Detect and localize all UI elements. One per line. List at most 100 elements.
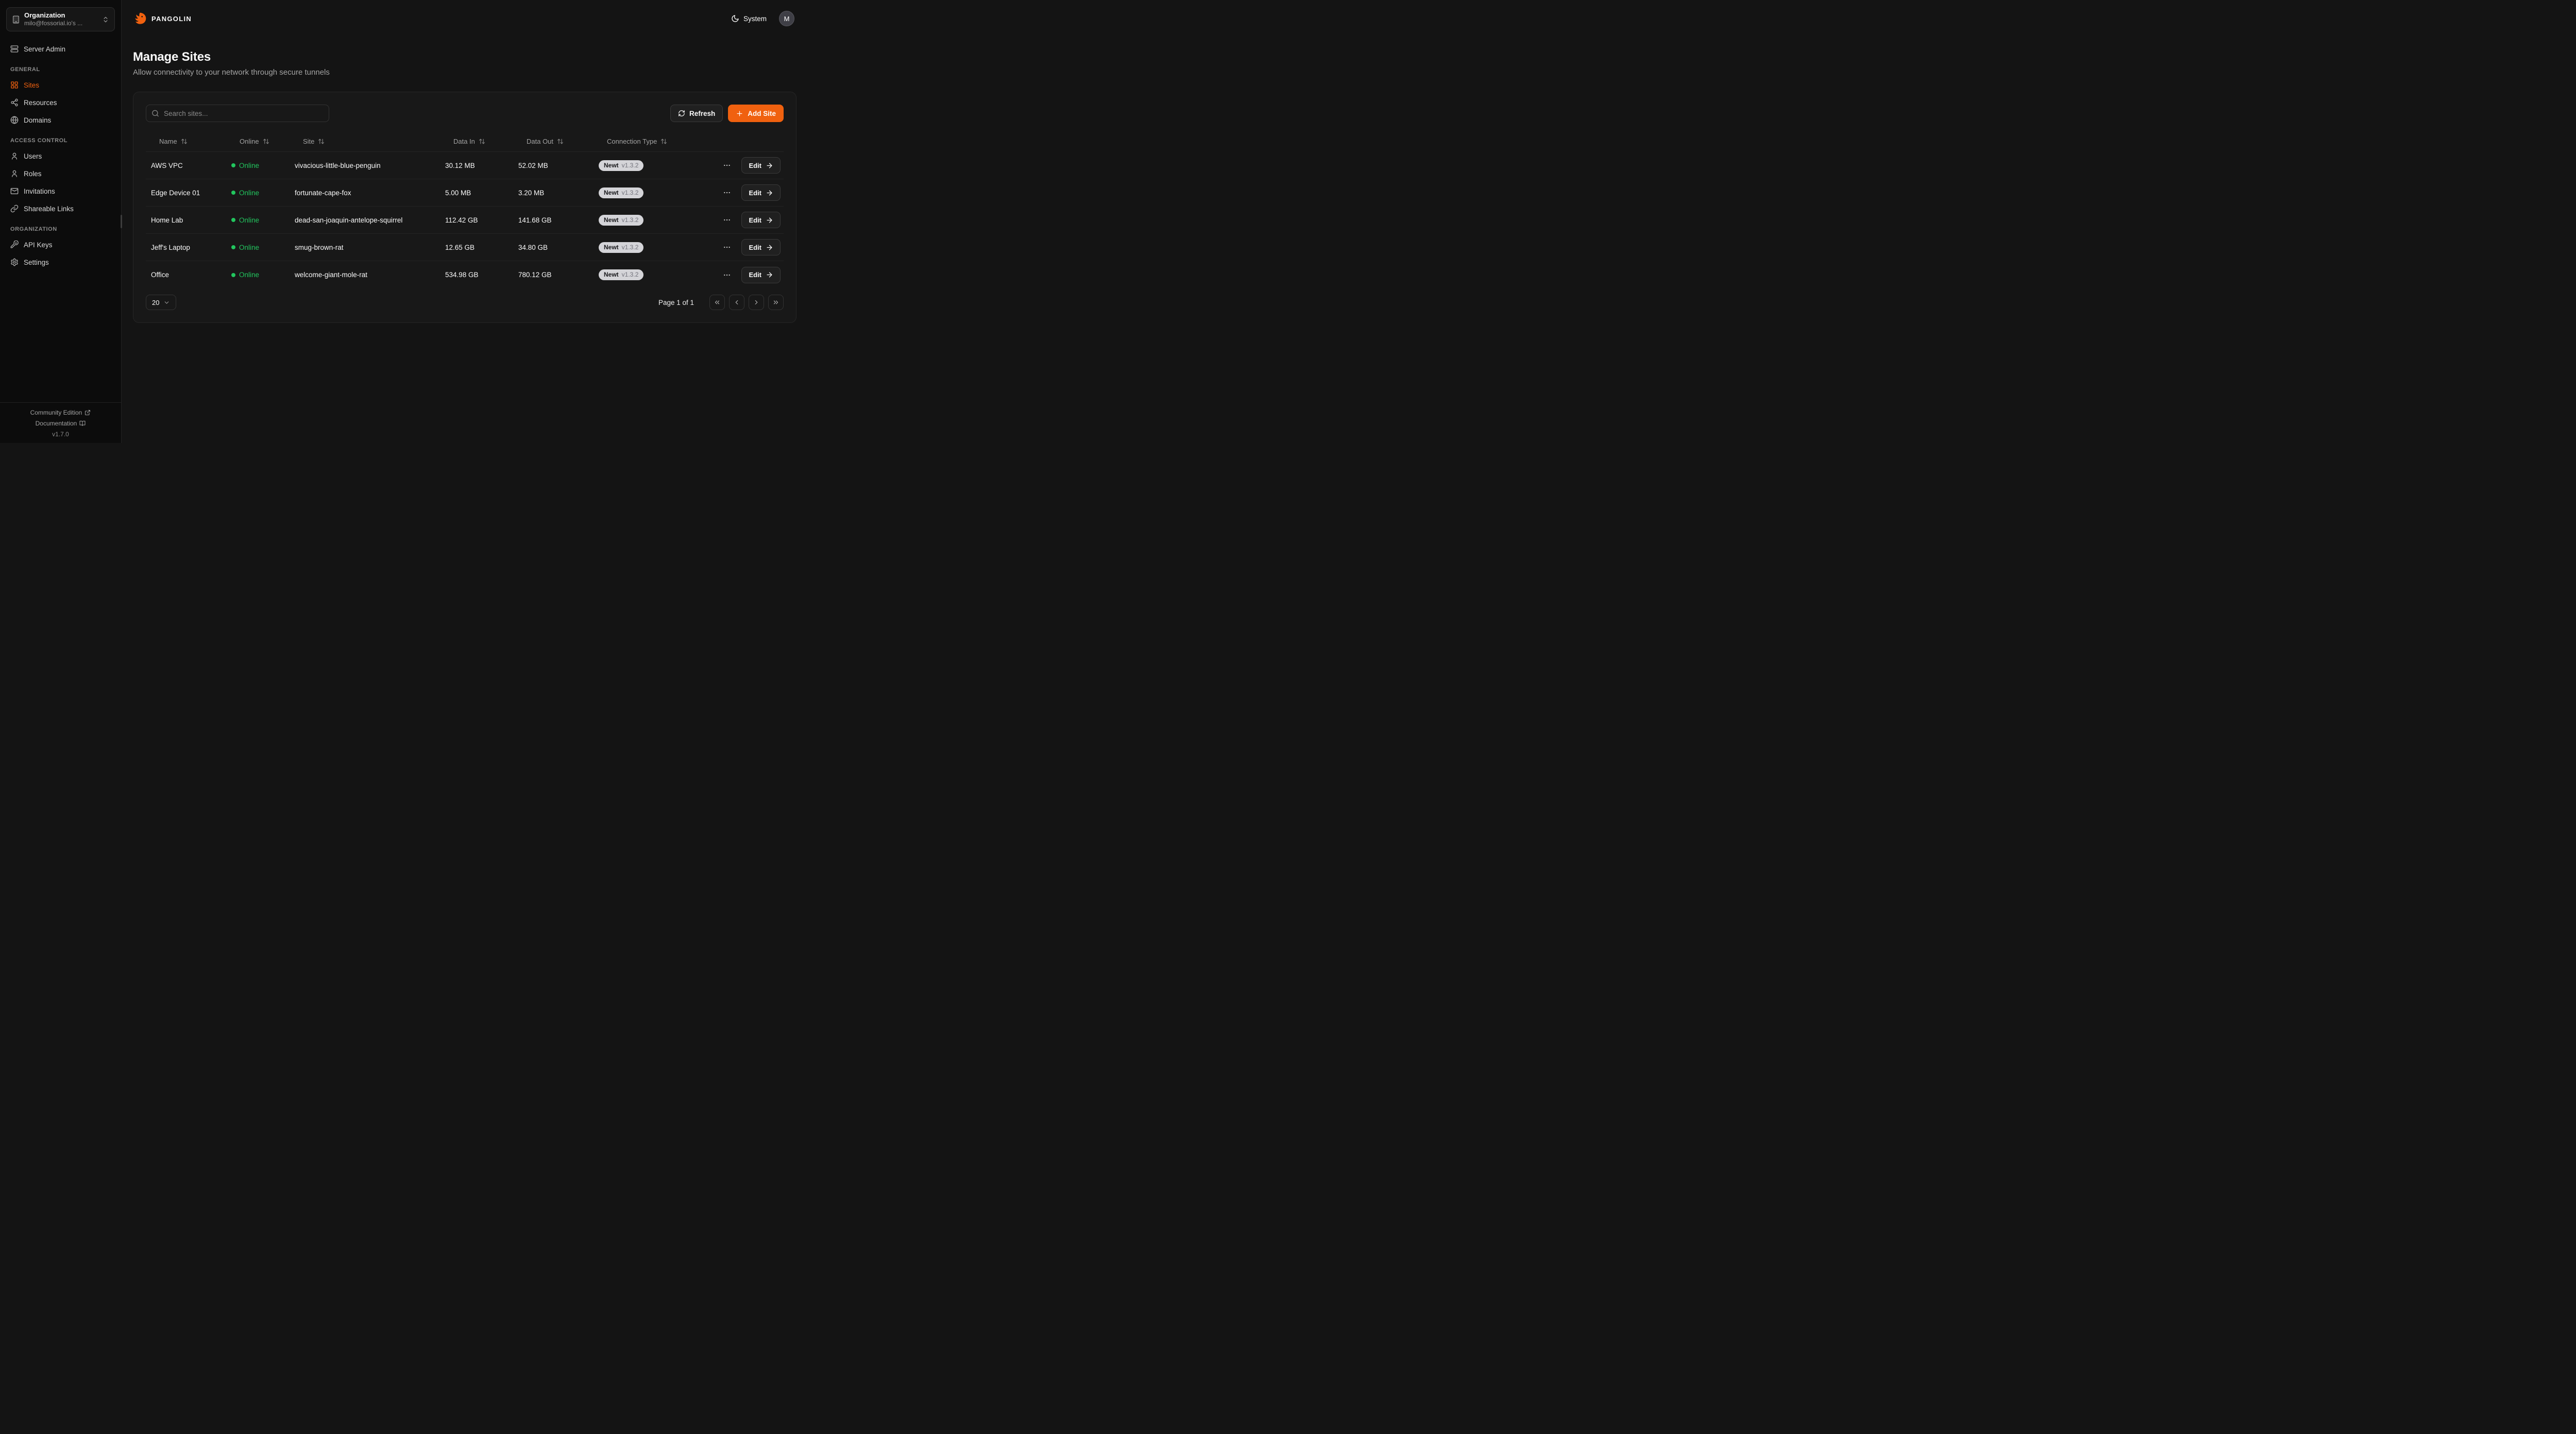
sidebar-item-label: API Keys: [24, 241, 53, 249]
connection-name: Newt: [604, 216, 619, 224]
column-header-online[interactable]: Online: [231, 138, 295, 145]
page-subtitle: Allow connectivity to your network throu…: [133, 68, 330, 77]
chevrons-left-icon: [714, 299, 721, 306]
cell-actions: Edit: [707, 266, 784, 283]
user-avatar[interactable]: M: [779, 11, 794, 26]
column-header-site[interactable]: Site: [295, 138, 445, 145]
online-status-label: Online: [239, 243, 260, 251]
edit-button[interactable]: Edit: [741, 157, 781, 174]
page-size-value: 20: [152, 298, 160, 306]
globe-icon: [10, 116, 19, 124]
connection-version: v1.3.2: [621, 216, 639, 224]
sidebar-section-organization: ORGANIZATION: [10, 226, 57, 232]
cell-data-in: 534.98 GB: [445, 271, 479, 279]
edit-button[interactable]: Edit: [741, 184, 781, 201]
sidebar-item-resources[interactable]: Resources: [6, 94, 115, 111]
pagination-first-button[interactable]: [709, 295, 725, 310]
row-menu-button[interactable]: [721, 214, 733, 226]
column-label: Site: [303, 138, 315, 145]
table-body: AWS VPC Online vivacious-little-blue-pengu…: [146, 152, 784, 288]
edit-label: Edit: [749, 243, 761, 251]
cell-site: dead-san-joaquin-antelope-squirrel: [295, 216, 403, 224]
sidebar-item-domains[interactable]: Domains: [6, 112, 115, 128]
connection-version: v1.3.2: [621, 161, 639, 169]
sites-table: Name Online Site Data In Data Out Connection …: [146, 131, 784, 288]
plus-icon: [736, 110, 743, 117]
connection-name: Newt: [604, 243, 619, 251]
cell-name: Jeff's Laptop: [151, 243, 190, 251]
external-link-icon: [84, 409, 91, 416]
page-size-select[interactable]: 20: [146, 295, 177, 310]
sidebar-item-settings[interactable]: Settings: [6, 254, 115, 270]
row-menu-button[interactable]: [721, 186, 733, 199]
community-edition-label: Community Edition: [30, 409, 82, 416]
cell-name: AWS VPC: [151, 161, 183, 169]
cell-data-in: 30.12 MB: [445, 161, 475, 169]
edit-button[interactable]: Edit: [741, 266, 781, 283]
arrow-right-icon: [766, 244, 773, 251]
connection-version: v1.3.2: [621, 271, 639, 278]
documentation-link[interactable]: Documentation: [6, 420, 115, 427]
search-icon: [151, 110, 159, 117]
page-indicator: Page 1 of 1: [658, 298, 694, 306]
cell-data-in: 5.00 MB: [445, 189, 471, 197]
sites-card: Refresh Add Site Name Online Site Data In Da…: [133, 92, 796, 323]
theme-toggle-button[interactable]: System: [728, 12, 770, 25]
row-menu-button[interactable]: [721, 269, 733, 281]
sidebar-item-label: Resources: [24, 98, 57, 107]
sidebar-item-label: Invitations: [24, 187, 55, 195]
column-header-connection-type[interactable]: Connection Type: [599, 138, 707, 145]
sidebar-item-label: Roles: [24, 169, 42, 178]
add-site-label: Add Site: [748, 109, 776, 117]
cell-actions: Edit: [707, 212, 784, 228]
connection-type-badge: Newt v1.3.2: [599, 269, 644, 280]
online-status-label: Online: [239, 216, 260, 224]
edit-button[interactable]: Edit: [741, 239, 781, 255]
org-text: Organization milo@fossorial.io's ...: [24, 11, 98, 27]
sort-icon: [479, 138, 485, 145]
org-name: Organization: [24, 11, 65, 19]
pagination-last-button[interactable]: [768, 295, 784, 310]
sidebar-nav: Server Admin GENERAL Sites Resources Domains…: [6, 41, 115, 271]
edit-label: Edit: [749, 161, 761, 169]
column-header-data-out[interactable]: Data Out: [518, 138, 599, 145]
sort-icon: [181, 138, 188, 145]
edit-button[interactable]: Edit: [741, 212, 781, 228]
edit-label: Edit: [749, 271, 761, 279]
brand: PANGOLIN: [133, 12, 192, 26]
sidebar-item-label: Server Admin: [24, 45, 66, 53]
pagination-next-button[interactable]: [749, 295, 764, 310]
refresh-button[interactable]: Refresh: [670, 105, 723, 122]
sidebar-resize-handle[interactable]: [121, 215, 122, 228]
sidebar-item-invitations[interactable]: Invitations: [6, 183, 115, 199]
connection-version: v1.3.2: [621, 243, 639, 251]
cell-site: fortunate-cape-fox: [295, 189, 351, 197]
sidebar-item-label: Users: [24, 152, 42, 160]
connection-type-badge: Newt v1.3.2: [599, 187, 644, 198]
column-header-name[interactable]: Name: [151, 138, 231, 145]
add-site-button[interactable]: Add Site: [728, 105, 784, 122]
sidebar-item-users[interactable]: Users: [6, 148, 115, 164]
connection-type-badge: Newt v1.3.2: [599, 242, 644, 253]
row-menu-button[interactable]: [721, 241, 733, 253]
sidebar-item-server-admin[interactable]: Server Admin: [6, 41, 115, 57]
community-edition-link[interactable]: Community Edition: [6, 409, 115, 416]
sidebar-item-roles[interactable]: Roles: [6, 165, 115, 182]
version-label: v1.7.0: [52, 431, 69, 438]
pagination-prev-button[interactable]: [729, 295, 744, 310]
edit-label: Edit: [749, 216, 761, 224]
org-switcher[interactable]: Organization milo@fossorial.io's ...: [6, 7, 115, 31]
search-input[interactable]: [146, 105, 329, 122]
server-icon: [10, 45, 19, 53]
main-content: PANGOLIN System M Manage Sites Allow con…: [122, 0, 808, 443]
row-menu-button[interactable]: [721, 159, 733, 172]
sidebar-item-api-keys[interactable]: API Keys: [6, 236, 115, 253]
connection-version: v1.3.2: [621, 189, 639, 196]
org-subtitle: milo@fossorial.io's ...: [24, 20, 83, 27]
column-header-data-in[interactable]: Data In: [445, 138, 518, 145]
sort-icon: [660, 138, 667, 145]
sidebar-item-sites[interactable]: Sites: [6, 77, 115, 93]
cell-data-out: 52.02 MB: [518, 161, 548, 169]
sidebar-item-shareable-links[interactable]: Shareable Links: [6, 200, 115, 217]
chevron-down-icon: [163, 299, 170, 306]
